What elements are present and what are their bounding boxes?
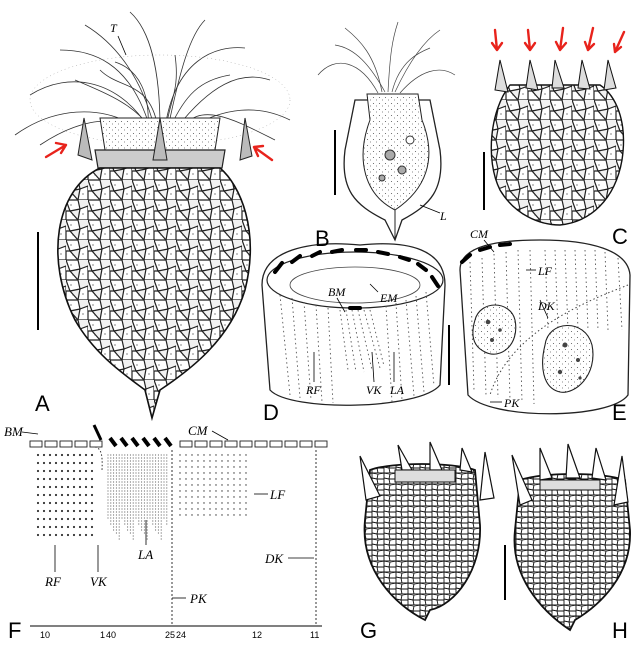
panel-label-f: F	[8, 618, 22, 643]
label-d-la: LA	[390, 383, 405, 397]
em-membranelle	[108, 436, 118, 448]
cm-membranelle-row	[29, 440, 328, 448]
em-membranelle	[130, 436, 140, 448]
count-label-lf: 12	[252, 630, 263, 640]
panel-d-drawing	[261, 243, 450, 406]
cm-membranelle	[254, 440, 268, 448]
cm-membranelle	[239, 440, 253, 448]
panel-label-g: G	[360, 618, 378, 643]
em-membranelle	[119, 436, 129, 448]
label-e-pk: PK	[504, 396, 520, 410]
label-f-dk: DK	[265, 551, 284, 566]
label-f-rf: RF	[45, 574, 61, 589]
label-e-dk: DK	[538, 299, 555, 313]
cm-membranelle	[299, 440, 313, 448]
panel-e-drawing	[459, 239, 631, 415]
panel-a-drawing	[14, 11, 291, 422]
panel-label-h: H	[612, 618, 628, 643]
em-membranelle-row	[108, 436, 173, 448]
cm-membranelle	[74, 440, 88, 448]
label-f-cm: CM	[188, 423, 208, 438]
label-f-la: LA	[138, 547, 154, 562]
count-label-la: 40	[106, 630, 117, 640]
label-d-vk: VK	[366, 383, 382, 397]
panel-c-drawing	[483, 26, 626, 226]
cm-membranelle	[44, 440, 58, 448]
cm-membranelle	[284, 440, 298, 448]
cm-membranelle	[179, 440, 193, 448]
cm-membranelle	[314, 440, 328, 448]
label-d-bm: BM	[328, 285, 346, 299]
cm-membranelle	[194, 440, 208, 448]
panel-label-e: E	[612, 400, 627, 425]
arrow-icon	[554, 26, 568, 52]
panel-label-d: D	[263, 400, 279, 425]
panel-label-c: C	[612, 224, 628, 249]
cm-membranelle	[59, 440, 73, 448]
arrow-icon	[583, 26, 596, 52]
arrow-icon	[523, 28, 537, 52]
cm-membranelle	[224, 440, 238, 448]
kineties-dots	[36, 453, 247, 540]
count-label-pk-right: 24	[176, 630, 187, 640]
cm-membranelle	[29, 440, 43, 448]
count-label-vk: 1	[100, 630, 106, 640]
em-membranelle	[141, 436, 151, 448]
label-f-lf: LF	[270, 487, 286, 502]
lorica-c-outline	[490, 84, 625, 226]
cm-membranelle	[89, 440, 103, 448]
label-e-lf: LF	[538, 264, 553, 278]
panel-f-drawing	[21, 424, 328, 627]
arrow-icon	[252, 144, 274, 162]
panel-b-drawing	[317, 21, 456, 242]
panel-label-b: B	[315, 226, 330, 251]
lorica-a-body	[57, 167, 252, 422]
label-lorica: L	[440, 209, 447, 223]
arrow-icon	[612, 30, 626, 54]
count-label-rf: 10	[40, 630, 51, 640]
label-f-bm: BM	[4, 424, 23, 439]
lorica-h-outline	[513, 473, 631, 632]
panel-g-drawing	[359, 441, 495, 622]
em-membranelle	[163, 436, 173, 448]
em-membranelle	[152, 436, 162, 448]
panel-h-drawing	[504, 443, 631, 632]
panel-label-a: A	[35, 391, 50, 416]
count-label-dk: 11	[310, 630, 320, 640]
label-tentacle: T	[110, 21, 117, 35]
count-label-pk-left: 25	[165, 630, 176, 640]
label-d-rf: RF	[306, 383, 321, 397]
label-d-em: EM	[380, 291, 398, 305]
label-e-cm: CM	[470, 227, 488, 241]
lorica-g-outline	[363, 463, 481, 622]
cm-membranelle	[209, 440, 223, 448]
label-f-pk: PK	[190, 591, 207, 606]
label-f-vk: VK	[90, 574, 107, 589]
arrow-icon	[44, 141, 68, 159]
cm-membranelle	[269, 440, 283, 448]
arrow-icon	[490, 28, 504, 52]
